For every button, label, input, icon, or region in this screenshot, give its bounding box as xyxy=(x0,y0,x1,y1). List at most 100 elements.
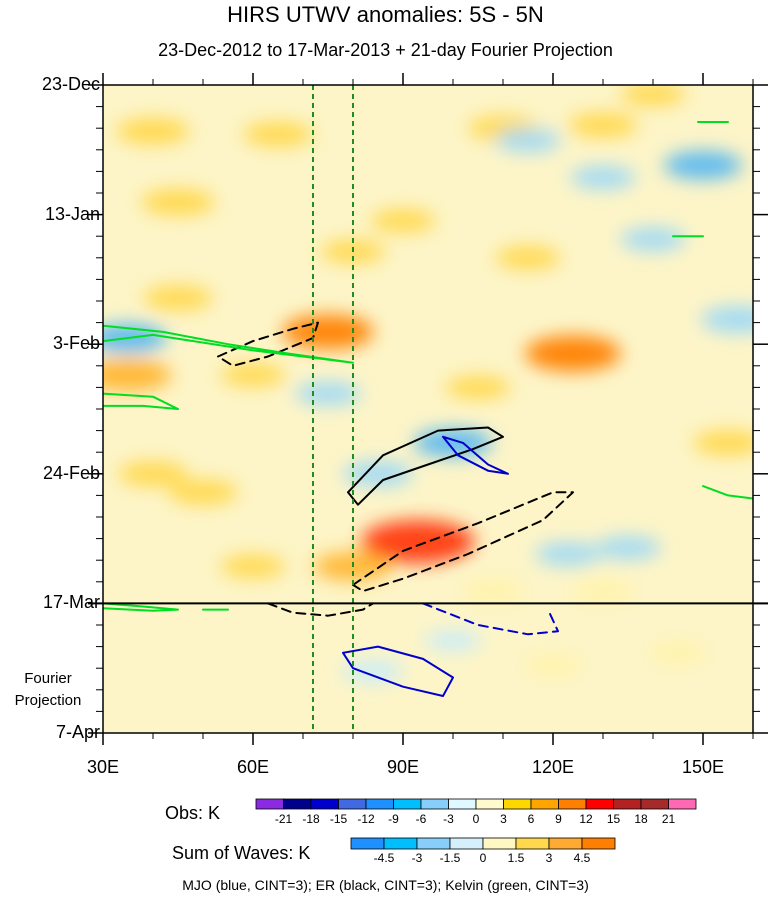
caption: MJO (blue, CINT=3); ER (black, CINT=3); … xyxy=(182,877,589,893)
anomaly-blob xyxy=(649,642,707,663)
anomaly-blob xyxy=(370,209,436,233)
anomaly-blob xyxy=(572,580,634,602)
colorbar-cell xyxy=(581,837,616,850)
anomaly-blob xyxy=(243,121,313,147)
waves-colorbar-label: Sum of Waves: K xyxy=(172,843,311,863)
colorbar-tick-label: 9 xyxy=(555,812,562,826)
anomaly-blob xyxy=(462,580,524,602)
colorbar-cell xyxy=(548,837,583,850)
y-tick-label: 7-Apr xyxy=(55,722,100,742)
anomaly-blob xyxy=(595,536,661,560)
anomaly-blob xyxy=(524,655,582,676)
colorbar-tick-label: -15 xyxy=(329,812,348,826)
er-contour-mar-dashed xyxy=(352,491,574,593)
colorbar-tick-label: 0 xyxy=(479,851,487,865)
colorbar-tick-label: -9 xyxy=(388,812,399,826)
anomaly-blob xyxy=(295,381,361,406)
colorbar-tick-label: -3 xyxy=(411,851,423,865)
mjo-contour-proj-solid xyxy=(342,645,454,697)
colorbar-tick-label: 4.5 xyxy=(573,851,591,865)
projection-label-line-2: Projection xyxy=(14,692,82,709)
anomaly-blob xyxy=(342,660,404,683)
anomaly-blob xyxy=(693,430,753,456)
anomaly-blob xyxy=(103,358,172,392)
anomaly-blob xyxy=(118,461,188,487)
obs-colorbar-label: Obs: K xyxy=(165,803,221,823)
anomaly-blob xyxy=(413,428,493,458)
projection-label-line-1: Fourier xyxy=(24,670,72,687)
colorbar-tick-label: -3 xyxy=(443,812,454,826)
obs-colorbar xyxy=(255,798,697,810)
colorbar-cell xyxy=(420,798,449,810)
kelvin-contour-feb2 xyxy=(103,392,179,410)
x-tick-label: 90E xyxy=(386,757,420,777)
colorbar-cell xyxy=(383,837,418,850)
anomaly-blob xyxy=(220,363,286,387)
y-tick-label: 17-Mar xyxy=(42,592,100,613)
colorbar-tick-label: 6 xyxy=(527,812,535,826)
colorbar-tick-label: 21 xyxy=(661,812,676,826)
anomaly-blob xyxy=(220,554,286,579)
x-tick-label: 150E xyxy=(681,757,725,777)
colorbar-cell xyxy=(515,837,550,850)
mjo-contour-proj-dashed xyxy=(422,602,559,636)
anomaly-blob xyxy=(663,150,743,180)
colorbar-cell xyxy=(503,798,532,810)
colorbar-tick-label: -4.5 xyxy=(373,851,395,865)
anomaly-blob xyxy=(424,630,482,651)
kelvin-contour-mar xyxy=(103,602,179,612)
er-contour-feb-dashed xyxy=(217,321,319,367)
colorbar-cell xyxy=(283,798,312,810)
reference-lines xyxy=(88,85,768,733)
anomaly-blob xyxy=(116,117,190,145)
kelvin-contour-feb3 xyxy=(702,485,753,500)
y-tick-label: 3-Feb xyxy=(52,333,100,354)
colorbar-cell xyxy=(668,798,697,810)
colorbar-tick-label: 15 xyxy=(606,812,621,826)
colorbar-cell xyxy=(482,837,517,850)
x-tick-label: 120E xyxy=(531,757,575,777)
er-contour-feb-solid xyxy=(347,426,504,506)
colorbar-tick-label: -1.5 xyxy=(439,851,461,865)
colorbar-cell xyxy=(449,837,484,850)
y-tick-label: 23-Dec xyxy=(41,74,100,94)
colorbar-tick-label: 1.5 xyxy=(507,851,525,865)
colorbar-cell xyxy=(448,798,477,810)
anomaly-blob xyxy=(282,314,374,349)
colorbar-tick-label: -12 xyxy=(357,812,375,826)
colorbar-cell xyxy=(350,837,385,850)
anomaly-blob xyxy=(445,375,511,400)
colorbar-tick-label: 3 xyxy=(545,851,553,865)
colorbar-tick-label: 3 xyxy=(500,812,507,826)
kelvin-contour-feb xyxy=(103,324,354,364)
colorbar-cell xyxy=(416,837,451,850)
er-contour-proj-dashed xyxy=(267,602,374,617)
x-tick-label: 60E xyxy=(236,757,270,777)
axes xyxy=(88,73,768,745)
colorbar-cell xyxy=(530,798,559,810)
colorbar-tick-label: 12 xyxy=(579,812,593,826)
anomaly-blob xyxy=(570,165,636,190)
colorbar-cell xyxy=(338,798,367,810)
anomaly-blob xyxy=(141,188,215,216)
chart-title: HIRS UTWV anomalies: 5S - 5N xyxy=(227,2,544,27)
anomaly-field xyxy=(103,85,753,683)
colorbar-cell xyxy=(475,798,504,810)
mjo-contour-feb-solid xyxy=(442,435,509,475)
plot-background xyxy=(103,85,753,733)
y-tick-label: 24-Feb xyxy=(42,462,100,483)
anomaly-blob xyxy=(525,335,621,372)
waves-colorbar xyxy=(350,837,616,850)
anomaly-blob xyxy=(568,112,638,138)
anomaly-blob xyxy=(535,542,601,566)
anomaly-blob xyxy=(620,85,686,106)
projection-label: Fourier Projection xyxy=(0,668,96,712)
colorbar-cell xyxy=(255,798,284,810)
colorbar-cell xyxy=(613,798,642,810)
colorbar-cell xyxy=(585,798,614,810)
anomaly-blob xyxy=(143,285,213,311)
anomaly-blob xyxy=(701,306,753,334)
anomaly-blob xyxy=(361,520,475,564)
colorbar-cell xyxy=(310,798,339,810)
